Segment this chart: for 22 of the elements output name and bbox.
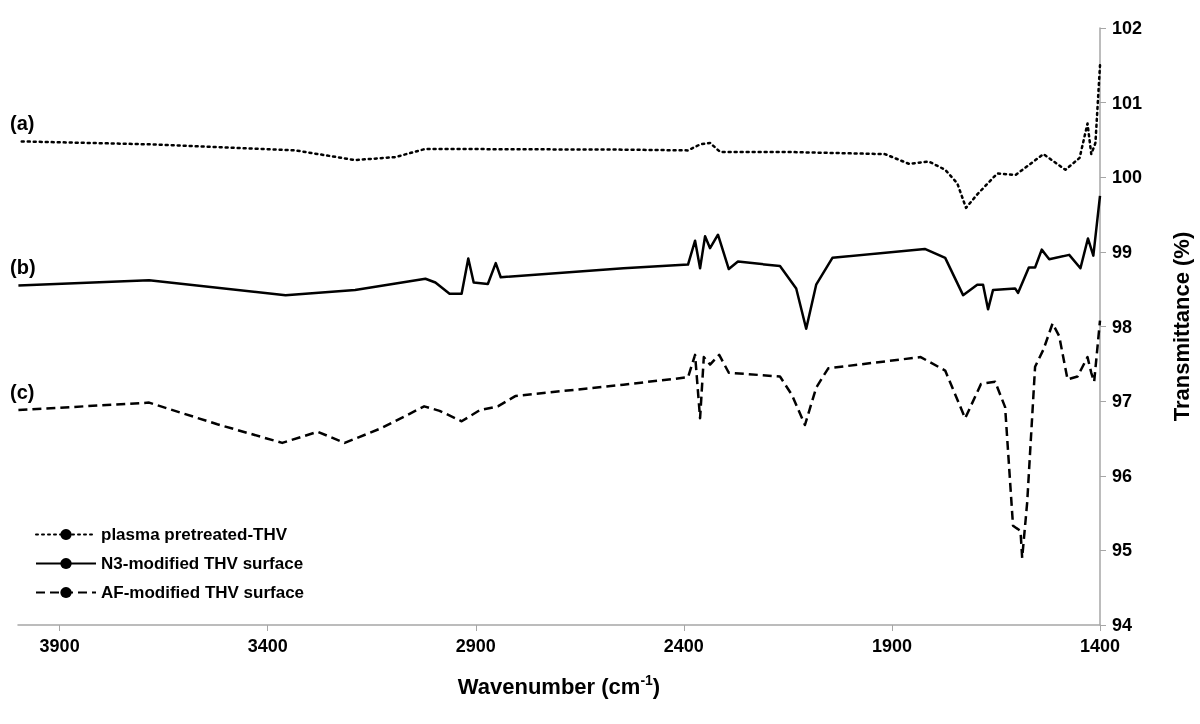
y-tick-label: 101 xyxy=(1112,92,1143,113)
x-tick-label: 3400 xyxy=(247,636,288,656)
x-tick-label: 1900 xyxy=(871,636,912,656)
annotation: (c) xyxy=(10,381,35,404)
legend-label: N3-modified THV surface xyxy=(101,554,304,573)
annotation: (a) xyxy=(10,112,35,135)
y-tick-label: 94 xyxy=(1112,615,1133,635)
x-tick-label: 2400 xyxy=(663,636,704,656)
annotation: (b) xyxy=(10,256,36,279)
y-tick-label: 97 xyxy=(1112,391,1133,412)
y-tick-label: 99 xyxy=(1112,241,1133,262)
legend-label: plasma pretreated-THV xyxy=(101,525,288,544)
legend-label: AF-modified THV surface xyxy=(101,583,305,602)
x-tick-label: 3900 xyxy=(39,636,80,656)
y-tick-label: 96 xyxy=(1112,465,1133,486)
x-tick-label: 2900 xyxy=(455,636,496,656)
y-tick-label: 98 xyxy=(1112,316,1133,337)
y-tick-label: 100 xyxy=(1112,167,1143,188)
y-axis-title: Transmittance (%) xyxy=(1168,231,1194,422)
y-tick-label: 95 xyxy=(1112,540,1133,561)
y-tick-label: 102 xyxy=(1112,18,1143,38)
x-tick-label: 1400 xyxy=(1079,636,1121,656)
